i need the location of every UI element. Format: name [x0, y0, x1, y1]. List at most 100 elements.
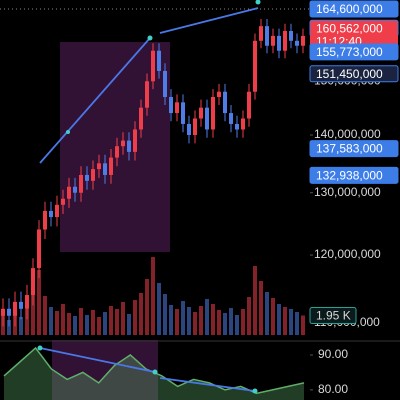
anchor-point: [255, 0, 261, 5]
candle-body: [271, 35, 275, 46]
price-tag-label: 137,583,000: [316, 142, 383, 156]
candle-body: [157, 50, 161, 71]
trend-line-lower: [159, 377, 256, 392]
candle-body: [13, 301, 17, 316]
candle-body: [7, 308, 11, 316]
candle-body: [181, 102, 185, 124]
volume-bar: [301, 315, 305, 335]
candle-body: [43, 210, 47, 230]
candle-body: [175, 102, 179, 114]
anchor-point: [37, 345, 43, 351]
candle-body: [115, 146, 119, 158]
candle-body: [97, 163, 101, 170]
y-tick-label: 140,000,000: [314, 127, 381, 141]
volume-bar: [85, 315, 89, 335]
candle-body: [163, 70, 167, 98]
candle-body: [193, 118, 197, 136]
volume-bar: [283, 307, 287, 335]
volume-bar: [289, 309, 293, 335]
volume-bar: [55, 311, 59, 335]
y-tick-label: 130,000,000: [314, 185, 381, 199]
candle-body: [19, 301, 23, 309]
volume-bar: [199, 306, 203, 335]
candle-body: [103, 163, 107, 175]
volume-bar: [271, 298, 275, 335]
volume-bar: [211, 304, 215, 335]
candle-body: [235, 123, 239, 130]
volume-bar: [115, 309, 119, 335]
volume-bar: [253, 266, 257, 335]
volume-bar: [295, 312, 299, 335]
volume-bar: [175, 309, 179, 335]
volume-bar: [217, 310, 221, 335]
candle-body: [295, 40, 299, 46]
price-tag-label: 151,450,000: [316, 67, 383, 81]
price-tag: [309, 43, 399, 61]
price-tag-label: 132,938,000: [316, 168, 383, 182]
candle-body: [247, 91, 251, 119]
candle-body: [217, 91, 221, 98]
volume-bar: [277, 304, 281, 335]
volume-bar: [259, 281, 263, 335]
trend-line: [39, 37, 151, 164]
price-tag-label: 155,773,000: [316, 45, 383, 59]
candle-body: [1, 308, 5, 316]
candle-body: [139, 107, 143, 130]
price-tag: [309, 0, 399, 18]
volume-bar: [157, 283, 161, 335]
candle-body: [55, 204, 59, 218]
candle-body: [91, 169, 95, 181]
volume-bar: [205, 299, 209, 335]
volume-bar: [31, 287, 35, 335]
candle-body: [205, 107, 209, 130]
volume-bar: [79, 308, 83, 335]
volume-bar: [73, 316, 77, 335]
candle-body: [31, 268, 35, 296]
volume-bar: [121, 302, 125, 335]
volume-bar: [229, 308, 233, 335]
candle-body: [79, 174, 83, 193]
price-tag: [309, 65, 399, 83]
candle-body: [25, 295, 29, 309]
volume-bar: [139, 293, 143, 335]
candle-body: [253, 40, 257, 92]
volume-bar: [187, 307, 191, 335]
volume-bar: [247, 297, 251, 335]
volume-bar: [181, 301, 185, 335]
candle-body: [169, 97, 173, 114]
anchor-point: [66, 130, 70, 134]
volume-bar: [91, 310, 95, 335]
volume-bar: [103, 312, 107, 335]
candle-body: [151, 50, 155, 82]
indicator-tick-label: 80.00: [318, 382, 348, 396]
volume-bar: [7, 320, 11, 335]
volume-bar: [235, 315, 239, 335]
volume-bar: [61, 304, 65, 335]
volume-bar: [109, 306, 113, 335]
candle-body: [223, 91, 227, 114]
candle-body: [283, 31, 287, 51]
volume-bar: [223, 313, 227, 335]
volume-bar: [265, 292, 269, 335]
candle-body: [37, 229, 41, 269]
trend-line: [159, 7, 259, 34]
volume-bar: [241, 309, 245, 335]
candle-body: [265, 26, 269, 46]
indicator-tick-label: 90.00: [318, 347, 348, 361]
candle-body: [259, 26, 263, 41]
price-tag: [309, 166, 399, 184]
price-tag-label: 164,600,000: [316, 2, 383, 16]
candle-body: [121, 140, 125, 147]
volume-bar: [163, 294, 167, 335]
volume-bar: [25, 309, 29, 335]
price-tag: [309, 140, 399, 158]
y-tick-label: 120,000,000: [314, 247, 381, 261]
candle-body: [133, 129, 137, 152]
volume-bar: [151, 257, 155, 335]
anchor-point: [147, 35, 153, 41]
volume-bar: [97, 317, 101, 335]
volume-bar: [19, 317, 23, 335]
candle-body: [127, 140, 131, 152]
volume-bar: [133, 300, 137, 335]
